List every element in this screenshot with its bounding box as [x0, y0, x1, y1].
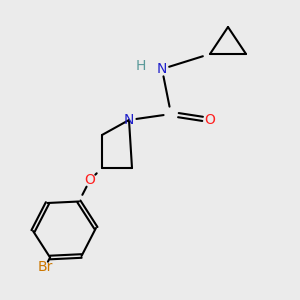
Text: N: N — [157, 62, 167, 76]
Text: N: N — [124, 113, 134, 127]
Text: O: O — [205, 113, 215, 127]
Text: H: H — [136, 59, 146, 73]
Text: O: O — [85, 173, 95, 187]
Text: Br: Br — [37, 260, 53, 274]
